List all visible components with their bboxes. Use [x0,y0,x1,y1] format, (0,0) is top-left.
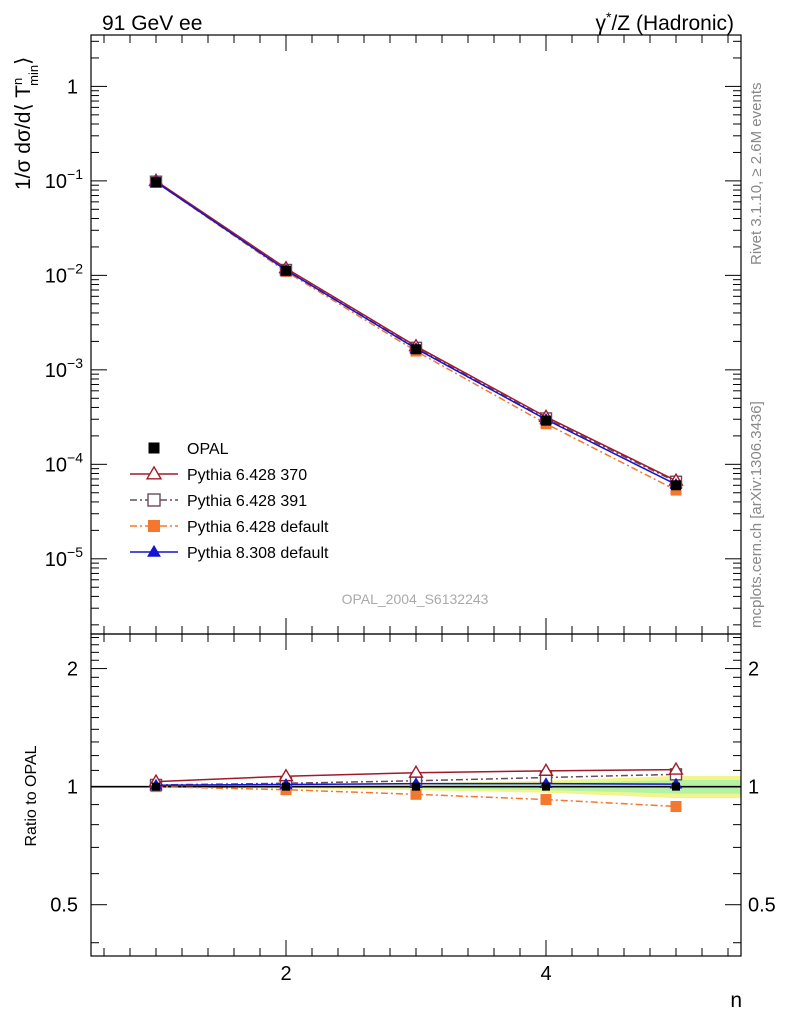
legend-marker-py391 [147,493,161,507]
ratio-point-opal [672,782,680,791]
ratio-ytick-label-right: 0.5 [748,895,776,917]
mcplots-label: mcplots.cern.ch [arXiv:1306.3436] [748,401,765,628]
main-line-py391 [155,181,677,483]
legend-marker-py8 [147,544,161,557]
ratio-point-py370 [538,763,554,776]
analysis-watermark: OPAL_2004_S6132243 [342,591,489,607]
legend-label-pydef: Pythia 6.428 default [187,519,329,536]
ratio-point-pydef [540,794,552,806]
legend-marker-opal [148,442,160,454]
main-ytick-label: 10−5 [45,544,83,571]
main-ytick-label: 10−4 [45,449,83,476]
main-point-opal [411,344,421,355]
main-ytick-label: 10−3 [45,355,83,382]
ratio-ytick-label: 1 [67,777,78,799]
ratio-ytick-label-right: 1 [748,777,759,799]
main-ytick-label: 1 [67,76,78,98]
process-label: γ*/Z (Hadronic) [596,9,734,35]
main-ytick-label: 10−2 [45,260,83,287]
main-point-opal [541,415,551,426]
legend-label-py370: Pythia 6.428 370 [187,467,307,484]
ratio-point-py370 [408,764,424,778]
legend-label-py391: Pythia 6.428 391 [187,493,307,510]
ratio-point-opal [152,782,160,791]
rivet-label: Rivet 3.1.10, ≥ 2.6M events [748,83,765,266]
ratio-point-pydef [410,788,422,800]
legend-marker-pydef [148,520,160,532]
main-line-py370 [155,180,677,482]
ratio-ytick-label: 0.5 [50,895,78,917]
ratio-point-opal [282,782,290,791]
legend-marker-py370 [145,465,163,480]
ratio-point-opal [542,782,550,791]
ratio-ytick-label-right: 2 [748,659,759,681]
main-ylabel: 1/σ dσ/d⟨ Tnmin⟩ [10,57,41,190]
ratio-plot-frame [90,633,742,957]
energy-label: 91 GeV ee [102,12,202,35]
main-line-py8 [155,181,677,486]
xlabel: n [730,989,742,1012]
legend-label-opal: OPAL [187,441,229,458]
ratio-point-py370 [668,761,684,775]
main-point-opal [671,480,681,491]
ratio-xtick-label: 2 [280,963,291,985]
ratio-ytick-label: 2 [67,659,78,681]
main-ytick-label: 10−1 [45,166,83,193]
ratio-point-opal [412,782,420,791]
main-point-opal [151,177,161,188]
legend-label-py8: Pythia 8.308 default [187,545,329,562]
main-point-opal [281,265,291,276]
ratio-xtick-label: 4 [540,963,551,985]
ratio-ylabel: Ratio to OPAL [23,745,40,846]
ratio-point-pydef [670,800,682,812]
